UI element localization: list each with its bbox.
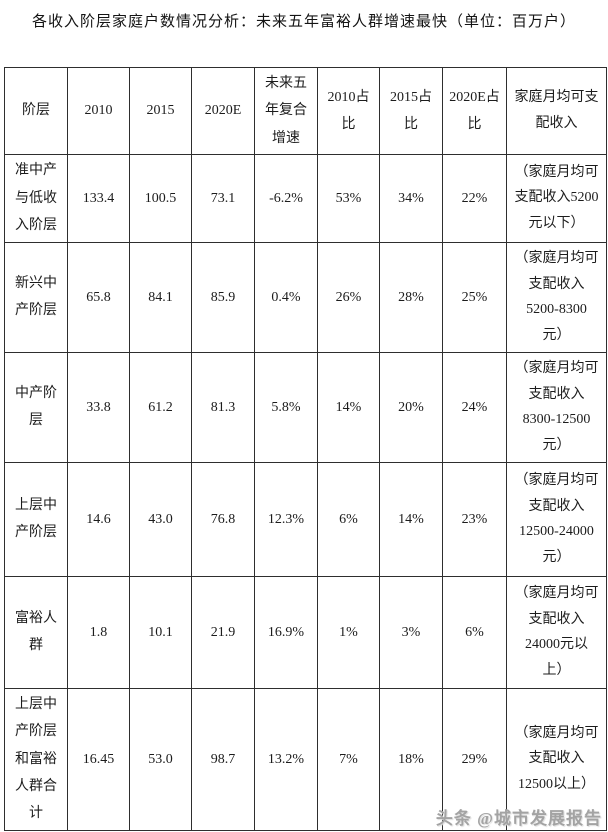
cell-share-2015: 3% bbox=[379, 575, 443, 689]
cell-share-2015: 20% bbox=[379, 351, 443, 463]
header-income: 家庭月均可支配收入 bbox=[506, 67, 607, 155]
header-share-2010: 2010占比 bbox=[317, 67, 380, 155]
cell-share-2020e: 24% bbox=[442, 351, 507, 463]
cell-2020e: 81.3 bbox=[191, 351, 255, 463]
cell-2020e: 21.9 bbox=[191, 575, 255, 689]
cell-2010: 33.8 bbox=[67, 351, 130, 463]
cell-cagr: 5.8% bbox=[254, 351, 318, 463]
row-label: 上层中产阶层和富裕人群合计 bbox=[4, 687, 68, 831]
cell-share-2015: 28% bbox=[379, 241, 443, 353]
cell-income: （家庭月均可 支配收入 24000元以 上） bbox=[506, 575, 607, 689]
cell-cagr: 0.4% bbox=[254, 241, 318, 353]
row-label: 准中产与低收入阶层 bbox=[4, 153, 68, 243]
header-2015: 2015 bbox=[129, 67, 192, 155]
cell-cagr: -6.2% bbox=[254, 153, 318, 243]
row-label: 新兴中产阶层 bbox=[4, 241, 68, 353]
cell-2010: 65.8 bbox=[67, 241, 130, 353]
cell-share-2010: 14% bbox=[317, 351, 380, 463]
row-label: 中产阶层 bbox=[4, 351, 68, 463]
income-tier-table: 阶层 2010 2015 2020E 未来五年复合增速 2010占比 2015占… bbox=[4, 67, 607, 831]
row-label: 富裕人群 bbox=[4, 575, 68, 689]
cell-cagr: 16.9% bbox=[254, 575, 318, 689]
cell-share-2020e: 29% bbox=[442, 687, 507, 831]
cell-share-2010: 26% bbox=[317, 241, 380, 353]
cell-share-2010: 1% bbox=[317, 575, 380, 689]
cell-share-2020e: 23% bbox=[442, 461, 507, 577]
cell-2015: 100.5 bbox=[129, 153, 192, 243]
cell-income: （家庭月均可 支配收入 5200-8300 元） bbox=[506, 241, 607, 353]
cell-income: （家庭月均可 支配收入 12500以上） bbox=[506, 687, 607, 831]
cell-2010: 16.45 bbox=[67, 687, 130, 831]
table-row: 准中产与低收入阶层 133.4 100.5 73.1 -6.2% 53% 34%… bbox=[4, 153, 607, 243]
table-header-row: 阶层 2010 2015 2020E 未来五年复合增速 2010占比 2015占… bbox=[4, 67, 607, 155]
cell-2020e: 73.1 bbox=[191, 153, 255, 243]
cell-income: （家庭月均可 支配收入 12500-24000 元） bbox=[506, 461, 607, 577]
cell-share-2010: 6% bbox=[317, 461, 380, 577]
cell-share-2010: 53% bbox=[317, 153, 380, 243]
cell-share-2015: 14% bbox=[379, 461, 443, 577]
header-2010: 2010 bbox=[67, 67, 130, 155]
cell-share-2010: 7% bbox=[317, 687, 380, 831]
header-tier: 阶层 bbox=[4, 67, 68, 155]
cell-cagr: 13.2% bbox=[254, 687, 318, 831]
header-share-2020e: 2020E占比 bbox=[442, 67, 507, 155]
cell-2015: 61.2 bbox=[129, 351, 192, 463]
cell-2010: 14.6 bbox=[67, 461, 130, 577]
cell-share-2015: 18% bbox=[379, 687, 443, 831]
page-title: 各收入阶层家庭户数情况分析：未来五年富裕人群增速最快（单位：百万户） bbox=[31, 14, 576, 30]
table-row: 中产阶层 33.8 61.2 81.3 5.8% 14% 20% 24% （家庭… bbox=[4, 351, 607, 463]
header-cagr: 未来五年复合增速 bbox=[254, 67, 318, 155]
cell-2015: 84.1 bbox=[129, 241, 192, 353]
cell-share-2020e: 6% bbox=[442, 575, 507, 689]
header-share-2015: 2015占比 bbox=[379, 67, 443, 155]
cell-share-2015: 34% bbox=[379, 153, 443, 243]
cell-2020e: 85.9 bbox=[191, 241, 255, 353]
cell-2020e: 76.8 bbox=[191, 461, 255, 577]
cell-2015: 10.1 bbox=[129, 575, 192, 689]
cell-2015: 53.0 bbox=[129, 687, 192, 831]
cell-share-2020e: 22% bbox=[442, 153, 507, 243]
cell-cagr: 12.3% bbox=[254, 461, 318, 577]
cell-income: （家庭月均可 支配收入 8300-12500 元） bbox=[506, 351, 607, 463]
cell-2010: 133.4 bbox=[67, 153, 130, 243]
table-row: 上层中产阶层 14.6 43.0 76.8 12.3% 6% 14% 23% （… bbox=[4, 461, 607, 577]
cell-2020e: 98.7 bbox=[191, 687, 255, 831]
cell-2010: 1.8 bbox=[67, 575, 130, 689]
cell-2015: 43.0 bbox=[129, 461, 192, 577]
table-row: 新兴中产阶层 65.8 84.1 85.9 0.4% 26% 28% 25% （… bbox=[4, 241, 607, 353]
table-row: 富裕人群 1.8 10.1 21.9 16.9% 1% 3% 6% （家庭月均可… bbox=[4, 575, 607, 689]
table-row: 上层中产阶层和富裕人群合计 16.45 53.0 98.7 13.2% 7% 1… bbox=[4, 687, 607, 831]
cell-income: （家庭月均可 支配收入5200 元以下） bbox=[506, 153, 607, 243]
row-label: 上层中产阶层 bbox=[4, 461, 68, 577]
cell-share-2020e: 25% bbox=[442, 241, 507, 353]
header-2020e: 2020E bbox=[191, 67, 255, 155]
toutiao-watermark: 头条 @城市发展报告 bbox=[435, 809, 602, 828]
